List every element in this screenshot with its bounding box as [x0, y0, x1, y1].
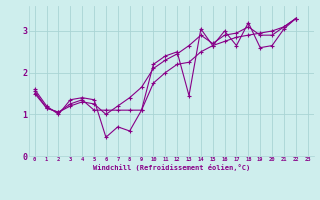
X-axis label: Windchill (Refroidissement éolien,°C): Windchill (Refroidissement éolien,°C)	[92, 164, 250, 171]
